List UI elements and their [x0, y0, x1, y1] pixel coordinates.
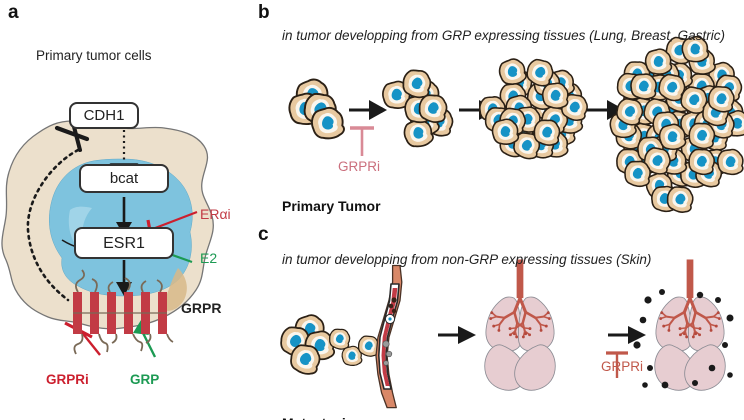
svg-text:ESR1: ESR1: [103, 235, 145, 252]
svg-text:CDH1: CDH1: [84, 107, 125, 124]
svg-text:bcat: bcat: [110, 170, 139, 187]
